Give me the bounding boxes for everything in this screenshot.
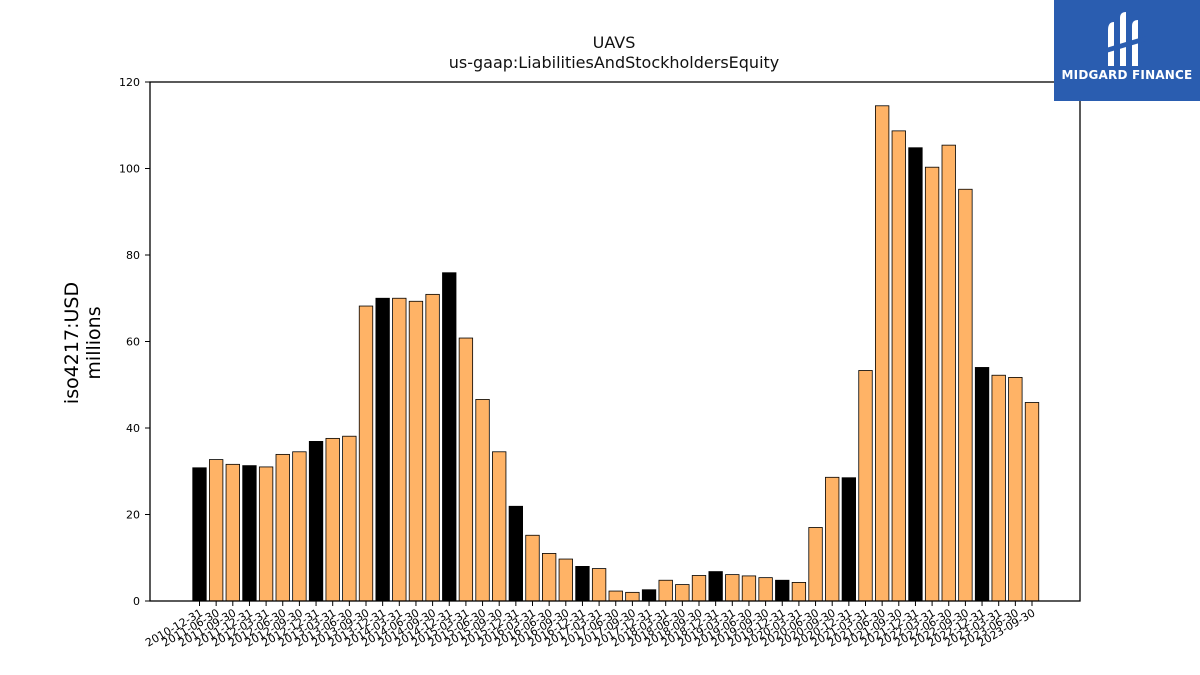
bar-2018-03-31 — [658, 579, 673, 602]
bar-2016-12-31 — [575, 566, 590, 602]
bar-2012-12-31 — [308, 441, 324, 602]
y-tick-label: 120 — [119, 76, 140, 89]
bar-2021-03-31 — [858, 370, 873, 602]
bar-2013-12-31 — [375, 297, 390, 602]
bar-2014-06-30 — [408, 300, 424, 602]
bar-2017-06-30 — [608, 590, 623, 602]
bar-2016-06-30 — [542, 553, 557, 602]
bar-2010-12-31 — [192, 467, 207, 602]
bar-2021-06-30 — [875, 105, 890, 602]
bar-2015-09-30 — [492, 451, 507, 602]
bar-2021-12-31 — [908, 147, 923, 602]
bar-2017-03-31 — [591, 568, 607, 602]
bar-2017-12-31 — [641, 589, 657, 602]
y-tick-label: 60 — [126, 336, 140, 349]
bar-2020-12-31 — [841, 477, 856, 602]
bar-2018-09-30 — [691, 575, 707, 602]
bar-2019-03-31 — [725, 574, 740, 602]
bar-2011-09-30 — [225, 463, 240, 602]
bar-2015-03-31 — [458, 337, 474, 602]
y-tick-label: 100 — [119, 163, 140, 176]
y-axis-label: iso4217:USD millions — [61, 282, 105, 404]
bar-2014-09-30 — [425, 293, 440, 602]
bar-2013-03-31 — [325, 437, 340, 602]
plot-frame — [149, 81, 1081, 602]
bar-2023-03-31 — [991, 374, 1006, 602]
bar-2014-12-31 — [442, 272, 457, 602]
bar-2017-09-30 — [625, 591, 640, 602]
bar-2012-06-30 — [275, 453, 290, 602]
logo-text: MIDGARD FINANCE — [1061, 68, 1193, 82]
chart-title: UAVS — [593, 33, 636, 52]
bar-2022-09-30 — [958, 188, 973, 602]
bar-2018-12-31 — [708, 571, 723, 602]
y-tick-label: 80 — [126, 249, 140, 262]
bar-2023-09-30 — [1024, 402, 1040, 602]
bar-2016-09-30 — [558, 558, 573, 602]
bar-2012-09-30 — [292, 451, 307, 602]
bar-2011-06-30 — [208, 459, 224, 602]
x-axis: 2010-12-312011-06-302011-09-302011-12-31… — [143, 601, 1038, 650]
bar-2020-03-31 — [791, 582, 807, 602]
y-tick-label: 20 — [126, 509, 140, 522]
bar-2012-03-31 — [258, 466, 274, 602]
bar-2019-06-30 — [741, 575, 757, 602]
y-tick-label: 40 — [126, 422, 140, 435]
bar-2022-03-31 — [924, 166, 940, 602]
bar-2013-09-30 — [358, 305, 374, 602]
y-tick-label: 0 — [133, 595, 140, 608]
y-axis: 0 20 40 60 80 100 120 — [119, 76, 150, 608]
bar-2014-03-31 — [392, 297, 407, 602]
bar-2019-12-31 — [775, 579, 790, 602]
bar-2018-06-30 — [675, 584, 690, 602]
y-axis-label-line1: iso4217:USD — [61, 282, 83, 404]
bar-2011-12-31 — [242, 465, 257, 602]
bar-2020-06-30 — [808, 527, 823, 602]
chart-subtitle: us-gaap:LiabilitiesAndStockholdersEquity — [449, 53, 780, 72]
bar-2023-06-30 — [1008, 376, 1023, 602]
y-axis-label-line2: millions — [83, 306, 105, 379]
bar-2015-12-31 — [508, 505, 524, 602]
midgard-finance-logo: MIDGARD FINANCE — [1054, 0, 1200, 101]
bar-2019-09-30 — [758, 577, 773, 602]
bar-2016-03-31 — [525, 534, 540, 602]
bar-2020-09-30 — [825, 476, 840, 602]
bar-2021-09-30 — [891, 130, 906, 602]
midgard-logo-icon — [1106, 12, 1146, 66]
bar-2013-06-30 — [342, 435, 357, 602]
bar-2022-12-31 — [974, 367, 990, 602]
bar-2015-06-30 — [475, 399, 490, 602]
bar-2022-06-30 — [941, 144, 956, 602]
bars-group — [192, 105, 1040, 602]
